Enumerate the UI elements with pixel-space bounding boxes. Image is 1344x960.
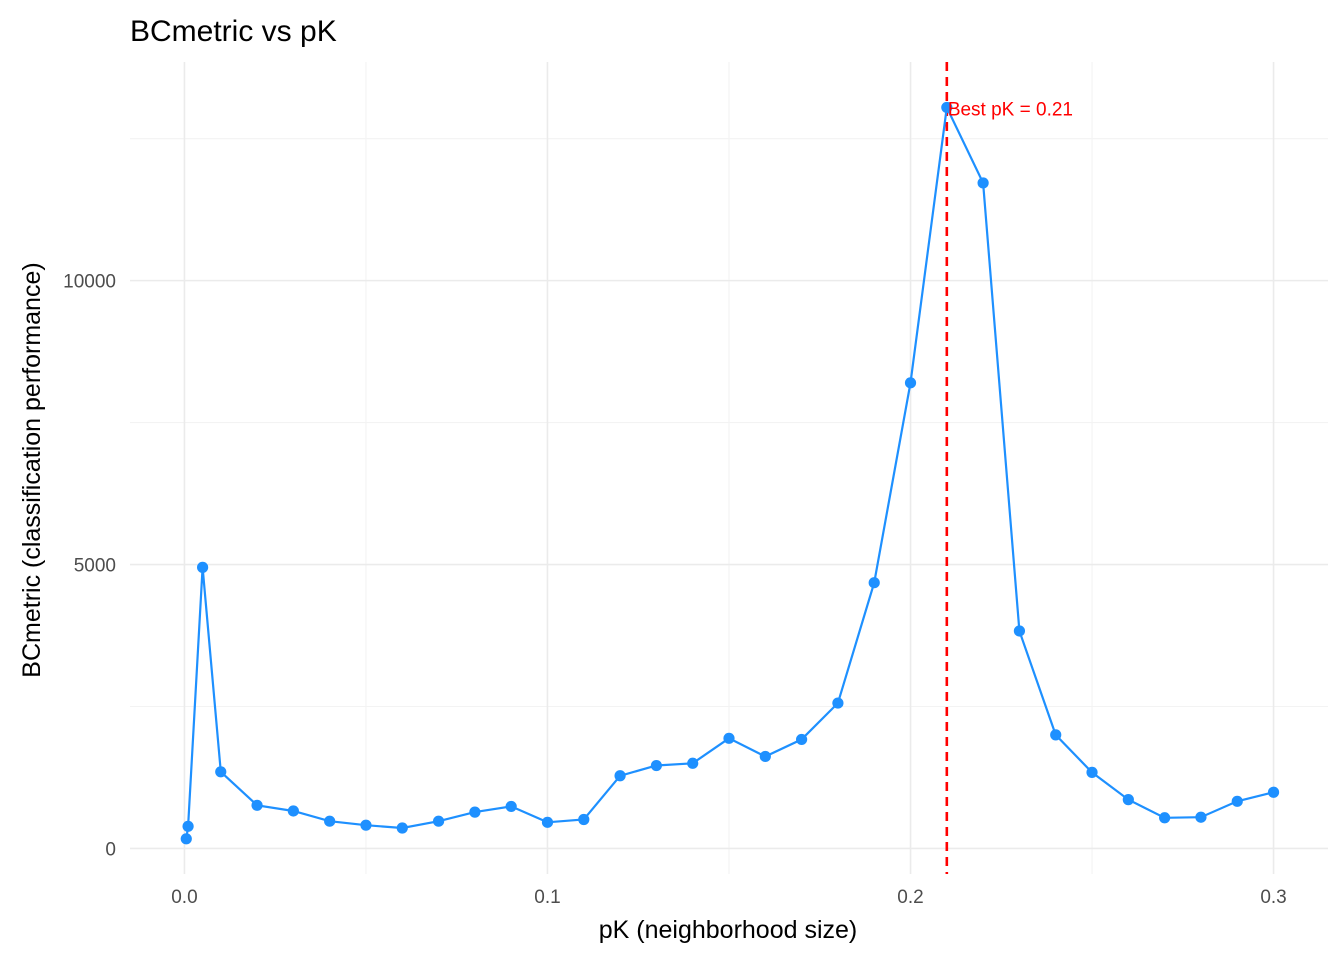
data-point bbox=[1195, 811, 1207, 823]
data-point bbox=[868, 577, 880, 589]
data-point bbox=[614, 770, 626, 782]
data-point bbox=[287, 805, 299, 817]
x-axis-title: pK (neighborhood size) bbox=[599, 916, 858, 944]
data-point bbox=[469, 806, 481, 818]
data-point bbox=[723, 732, 735, 744]
data-point bbox=[1267, 786, 1280, 798]
data-point bbox=[360, 819, 372, 831]
data-points-layer bbox=[180, 101, 1280, 845]
data-point bbox=[578, 813, 590, 826]
grid-lines bbox=[130, 62, 1328, 874]
y-axis-title: BCmetric (classification performance) bbox=[18, 262, 46, 677]
data-point bbox=[251, 799, 263, 811]
data-point bbox=[505, 800, 517, 813]
x-tick-label: 0.1 bbox=[534, 887, 560, 908]
data-point bbox=[541, 816, 554, 828]
y-tick-label: 5000 bbox=[74, 556, 116, 577]
data-point bbox=[1231, 795, 1243, 807]
data-point bbox=[687, 757, 699, 769]
data-point bbox=[1086, 766, 1098, 778]
y-axis-ticks: 0 5000 10000 bbox=[63, 272, 116, 861]
chart-title: BCmetric vs pK bbox=[130, 15, 337, 48]
annotation-layer: Best pK = 0.21 bbox=[948, 99, 1073, 120]
y-tick-label: 10000 bbox=[63, 272, 116, 293]
data-point bbox=[1159, 812, 1171, 824]
data-point bbox=[904, 377, 917, 389]
data-point bbox=[796, 733, 808, 746]
best-pk-annotation: Best pK = 0.21 bbox=[948, 99, 1073, 120]
data-point bbox=[941, 101, 953, 114]
data-point bbox=[197, 561, 209, 573]
data-point bbox=[1013, 625, 1026, 637]
data-point bbox=[215, 766, 227, 778]
data-point bbox=[977, 177, 989, 189]
data-point bbox=[180, 833, 192, 845]
data-point bbox=[324, 815, 336, 827]
series-layer bbox=[185, 103, 1274, 839]
x-tick-label: 0.0 bbox=[171, 887, 197, 908]
series-line bbox=[185, 103, 1274, 839]
data-point bbox=[1050, 729, 1062, 741]
data-point bbox=[832, 697, 844, 709]
data-point bbox=[1122, 794, 1134, 806]
data-point bbox=[650, 759, 662, 772]
data-point bbox=[396, 822, 408, 834]
x-axis-ticks: 0.0 0.1 0.2 0.3 bbox=[171, 887, 1287, 908]
data-point bbox=[432, 815, 445, 827]
data-point bbox=[182, 820, 194, 832]
x-tick-label: 0.2 bbox=[897, 887, 923, 908]
y-tick-label: 0 bbox=[105, 839, 116, 860]
data-point bbox=[759, 750, 771, 763]
x-tick-label: 0.3 bbox=[1260, 887, 1286, 908]
